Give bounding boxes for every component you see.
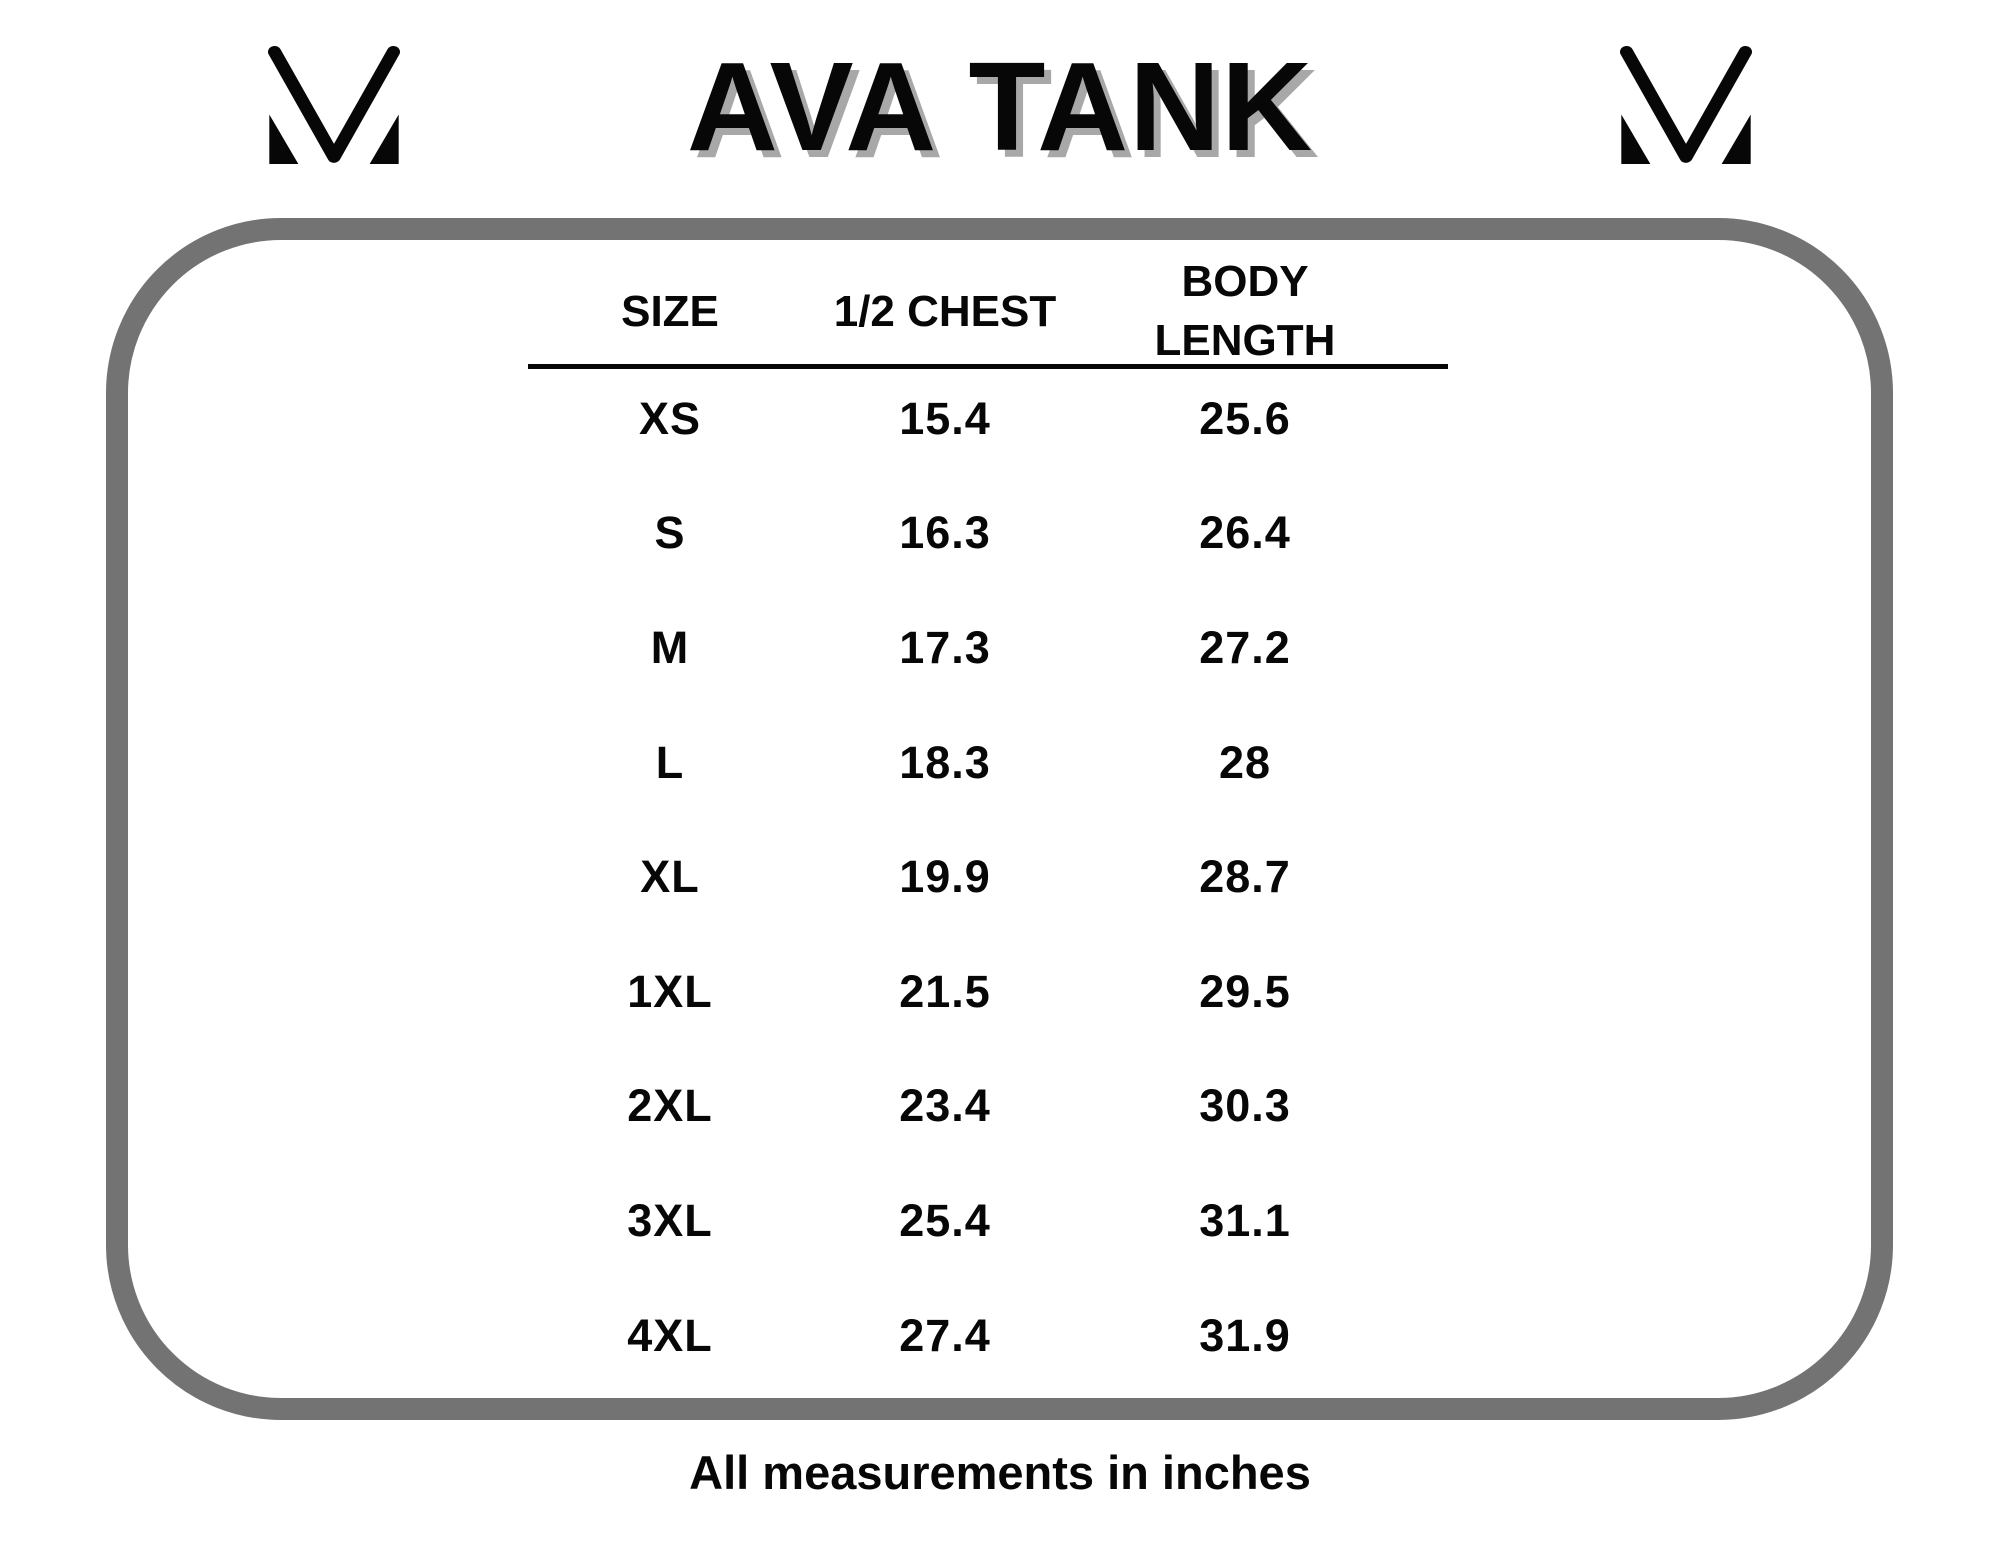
column-header-body-length: BODY LENGTH — [1154, 257, 1336, 366]
table-row: 3XL 25.4 31.1 — [528, 1163, 1412, 1278]
half-chest-cell: 16.3 — [899, 507, 991, 559]
half-chest-cell: 19.9 — [899, 851, 991, 903]
half-chest-cell: 27.4 — [899, 1309, 991, 1361]
table-row: S 16.3 26.4 — [528, 476, 1412, 591]
body-length-cell: 30.3 — [1199, 1080, 1291, 1132]
body-length-cell: 26.4 — [1199, 507, 1291, 559]
size-cell: 1XL — [627, 965, 713, 1017]
page-title: AVA TANK — [686, 36, 1314, 177]
half-chest-cell: 18.3 — [899, 736, 991, 788]
table-row: XS 15.4 25.6 — [528, 361, 1412, 476]
mv-logo-icon — [268, 46, 400, 164]
table-row: 4XL 27.4 31.9 — [528, 1278, 1412, 1393]
column-header-size: SIZE — [621, 286, 719, 336]
body-length-cell: 31.9 — [1199, 1309, 1291, 1361]
body-length-cell: 25.6 — [1199, 392, 1291, 444]
footer-note: All measurements in inches — [689, 1446, 1311, 1499]
size-cell: 4XL — [627, 1309, 713, 1361]
half-chest-cell: 23.4 — [899, 1080, 991, 1132]
table-row: L 18.3 28 — [528, 705, 1412, 820]
size-cell: L — [655, 736, 685, 788]
brand-logo-left — [268, 46, 400, 164]
half-chest-cell: 21.5 — [899, 965, 991, 1017]
size-cell: S — [654, 507, 686, 559]
size-table: XS 15.4 25.6 S 16.3 26.4 M 17.3 27.2 L 1… — [528, 361, 1412, 1392]
brand-logo-right — [1620, 46, 1752, 164]
half-chest-cell: 15.4 — [899, 392, 991, 444]
size-cell: M — [650, 621, 690, 673]
body-length-cell: 27.2 — [1199, 621, 1291, 673]
table-row: XL 19.9 28.7 — [528, 819, 1412, 934]
size-cell: XS — [638, 392, 702, 444]
body-length-cell: 29.5 — [1199, 965, 1291, 1017]
half-chest-cell: 25.4 — [899, 1194, 991, 1246]
body-length-cell: 28.7 — [1199, 851, 1291, 903]
header-divider-line — [528, 364, 1448, 369]
size-chart-panel — [106, 218, 1893, 1420]
mv-logo-icon — [1620, 46, 1752, 164]
table-row: 1XL 21.5 29.5 — [528, 934, 1412, 1049]
body-length-cell: 31.1 — [1199, 1194, 1291, 1246]
half-chest-cell: 17.3 — [899, 621, 991, 673]
table-row: 2XL 23.4 30.3 — [528, 1049, 1412, 1164]
size-cell: 2XL — [627, 1080, 713, 1132]
table-row: M 17.3 27.2 — [528, 590, 1412, 705]
body-length-cell: 28 — [1218, 736, 1272, 788]
size-cell: 3XL — [627, 1194, 713, 1246]
column-header-half-chest: 1/2 CHEST — [833, 286, 1057, 336]
table-header-row: SIZE 1/2 CHEST BODY LENGTH — [528, 252, 1412, 370]
size-cell: XL — [640, 851, 700, 903]
